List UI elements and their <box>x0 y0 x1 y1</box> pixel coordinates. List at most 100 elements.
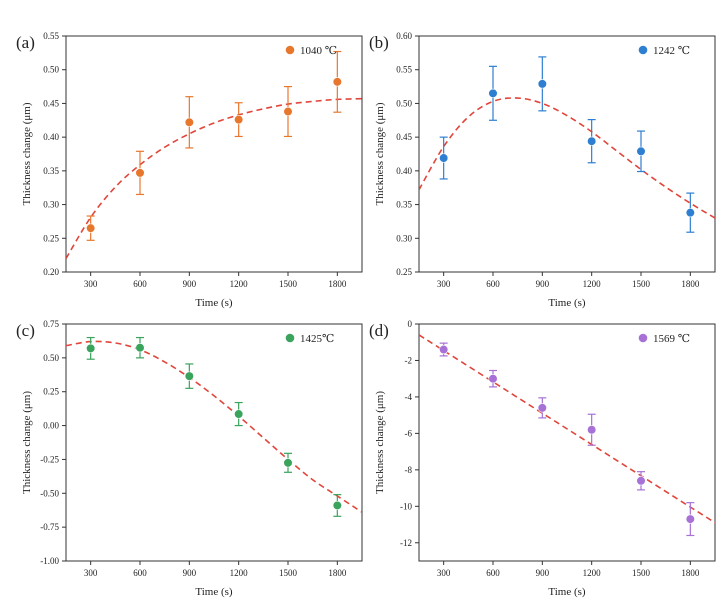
x-tick-label: 900 <box>536 279 550 289</box>
data-point <box>283 106 293 117</box>
x-tick-label: 1500 <box>279 279 298 289</box>
y-tick-label: -1.00 <box>40 556 59 566</box>
x-axis-title: Time (s) <box>548 586 586 598</box>
x-tick-label: 1800 <box>681 568 700 578</box>
data-point <box>537 79 547 89</box>
x-tick-label: 1200 <box>583 279 602 289</box>
y-tick-label: 0.35 <box>396 200 412 210</box>
data-point <box>488 374 498 384</box>
y-tick-label: 0.25 <box>43 233 59 243</box>
x-tick-label: 900 <box>183 279 197 289</box>
plot-frame <box>418 35 716 273</box>
data-point <box>439 344 449 355</box>
y-tick-label: 0.75 <box>43 319 59 329</box>
y-tick-label: 0.60 <box>396 31 412 41</box>
x-tick-label: 1500 <box>632 568 651 578</box>
x-axis-title: Time (s) <box>548 297 586 309</box>
fit-curve <box>66 340 362 513</box>
x-tick-label: 900 <box>536 568 550 578</box>
y-tick-label: 0.25 <box>396 267 412 277</box>
plot-frame <box>418 323 716 562</box>
y-tick-label: 0.55 <box>43 31 59 41</box>
data-point <box>234 409 244 419</box>
x-tick-label: 300 <box>437 279 451 289</box>
data-point <box>537 403 547 413</box>
y-tick-label: -2 <box>405 355 413 365</box>
y-tick-label: 0.40 <box>396 166 412 176</box>
data-point <box>439 153 449 163</box>
y-tick-label: -0.25 <box>40 454 59 464</box>
chart-panel-c: 300 600 900 1200 1500 1800 -1.00 -0.75 -0.50 -0.2… <box>16 319 363 598</box>
x-tick-label: 1500 <box>632 279 651 289</box>
y-tick-label: -6 <box>405 428 413 438</box>
y-tick-label: 0.20 <box>43 267 59 277</box>
data-point <box>685 208 695 218</box>
y-tick-label: 0.40 <box>43 132 59 142</box>
legend-label: 1242 ℃ <box>653 45 690 57</box>
data-point <box>86 343 96 353</box>
data-point <box>636 146 646 156</box>
y-tick-label: 0.50 <box>43 353 59 363</box>
y-axis-title: Thickness change (μm) <box>374 391 386 494</box>
y-tick-label: 0.50 <box>396 98 412 108</box>
plot-frame <box>65 35 363 273</box>
y-axis-title: Thickness change (μm) <box>374 102 386 205</box>
x-tick-label: 1200 <box>230 279 249 289</box>
y-tick-label: -8 <box>405 465 413 475</box>
panel-label: (c) <box>16 321 35 340</box>
y-tick-label: 0.30 <box>43 200 59 210</box>
x-tick-label: 1200 <box>230 568 249 578</box>
x-tick-label: 300 <box>84 568 98 578</box>
data-point <box>135 168 145 178</box>
y-tick-label: 0.00 <box>43 421 59 431</box>
legend-marker <box>638 333 648 343</box>
data-point <box>86 223 96 233</box>
x-tick-label: 1800 <box>328 279 347 289</box>
chart-panel-d: 300 600 900 1200 1500 1800 -12 -10 -8 -6 -4 -2 0 Time… <box>369 319 716 598</box>
y-axis-title: Thickness change (μm) <box>21 391 33 494</box>
chart-panel-a: 300 600 900 1200 1500 1800 0.20 0.25 0.30 0.35 0.4… <box>16 31 363 309</box>
data-point <box>685 514 695 524</box>
data-point <box>184 371 194 381</box>
data-point <box>135 343 145 353</box>
data-point <box>488 88 498 98</box>
x-tick-label: 600 <box>133 568 147 578</box>
legend-label: 1425℃ <box>300 333 334 345</box>
plot-frame <box>65 323 363 562</box>
y-tick-label: -10 <box>400 501 412 511</box>
y-tick-label: 0.25 <box>43 387 59 397</box>
fit-curve <box>66 97 362 259</box>
data-point <box>636 476 646 486</box>
y-tick-label: 0.50 <box>43 65 59 75</box>
y-tick-label: 0.45 <box>43 98 59 108</box>
x-tick-label: 1800 <box>681 279 700 289</box>
panel-label: (a) <box>16 33 35 52</box>
x-tick-label: 600 <box>133 279 147 289</box>
x-tick-label: 300 <box>84 279 98 289</box>
panel-label: (d) <box>369 321 389 340</box>
legend-label: 1569 ℃ <box>653 333 690 345</box>
chart-panel-b: 300 600 900 1200 1500 1800 0.25 0.30 0.35 0.40 0.4… <box>369 31 716 309</box>
x-tick-label: 900 <box>183 568 197 578</box>
x-tick-label: 1200 <box>583 568 602 578</box>
data-point <box>184 117 194 127</box>
y-tick-label: -0.75 <box>40 522 59 532</box>
data-point <box>234 115 244 125</box>
y-tick-label: 0.30 <box>396 233 412 243</box>
y-tick-label: 0.35 <box>43 166 59 176</box>
data-point <box>587 136 597 146</box>
x-tick-label: 1800 <box>328 568 347 578</box>
x-tick-label: 1500 <box>279 568 298 578</box>
x-tick-label: 600 <box>486 568 500 578</box>
x-axis-title: Time (s) <box>195 297 233 309</box>
data-point <box>587 425 597 435</box>
data-point <box>332 500 342 511</box>
y-tick-label: 0 <box>408 319 413 329</box>
legend-label: 1040 ℃ <box>300 45 337 57</box>
y-tick-label: -12 <box>400 538 412 548</box>
data-point <box>332 77 342 87</box>
x-tick-label: 600 <box>486 279 500 289</box>
fit-curve <box>419 97 715 219</box>
